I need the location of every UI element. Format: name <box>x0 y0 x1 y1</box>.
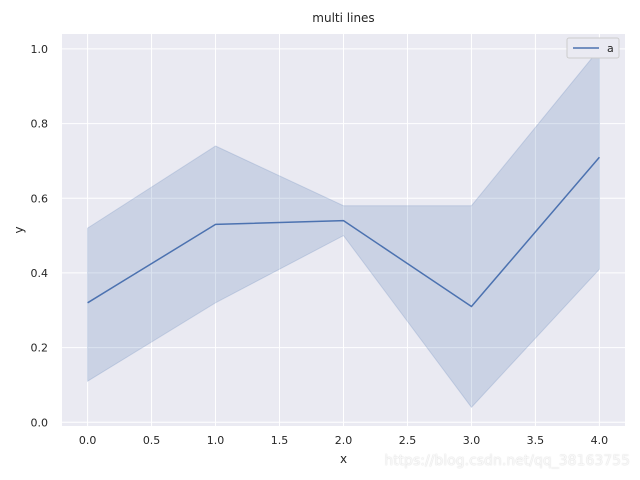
grid <box>62 34 625 426</box>
y-axis-label: y <box>12 226 26 233</box>
series-line-0 <box>87 156 600 308</box>
line-layer <box>87 156 600 308</box>
y-tick-label: 1.0 <box>31 43 49 56</box>
legend: a <box>566 37 620 59</box>
y-tick-label: 0.6 <box>31 192 49 205</box>
x-tick-label: 0.0 <box>79 434 97 447</box>
x-tick-label: 1.0 <box>207 434 225 447</box>
legend-entry-label: a <box>607 42 614 55</box>
y-tick-label: 0.8 <box>31 118 49 131</box>
chart-title: multi lines <box>312 11 374 25</box>
y-tick-labels: 0.0 0.2 0.4 0.6 0.8 1.0 <box>31 43 49 429</box>
confidence-band-layer <box>87 47 600 409</box>
x-tick-label: 3.5 <box>527 434 545 447</box>
y-tick-label: 0.4 <box>31 267 49 280</box>
y-tick-label: 0.0 <box>31 416 49 429</box>
x-tick-label: 2.5 <box>399 434 417 447</box>
x-tick-labels: 0.0 0.5 1.0 1.5 2.0 2.5 3.0 3.5 4.0 <box>79 434 608 447</box>
confidence-band-0 <box>87 47 600 409</box>
x-tick-label: 1.5 <box>271 434 289 447</box>
x-tick-label: 2.0 <box>335 434 353 447</box>
x-tick-label: 4.0 <box>591 434 609 447</box>
x-axis-label: x <box>340 452 347 466</box>
watermark: https://blog.csdn.net/qq_38163755 <box>384 453 630 469</box>
x-tick-label: 3.0 <box>463 434 481 447</box>
y-tick-label: 0.2 <box>31 342 49 355</box>
x-tick-label: 0.5 <box>143 434 161 447</box>
